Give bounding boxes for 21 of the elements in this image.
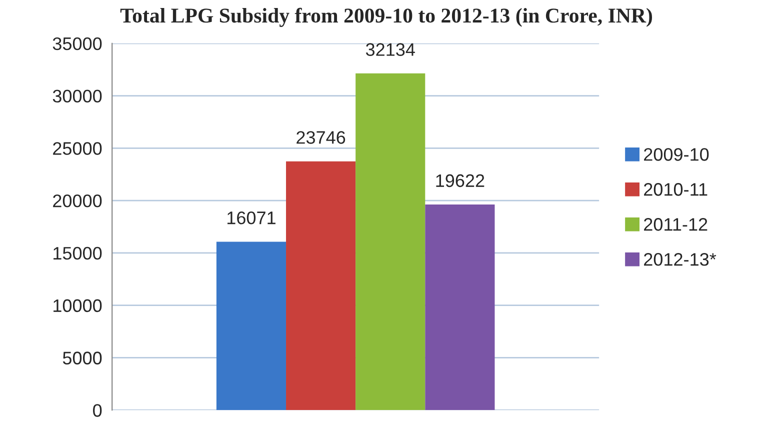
data-label: 16071 — [228, 211, 276, 224]
y-tick-label: 35000 — [52, 37, 102, 50]
data-label: 23746 — [296, 131, 346, 144]
y-tick-label: 5000 — [62, 352, 102, 364]
bar — [425, 204, 495, 410]
bar — [356, 73, 426, 410]
bar — [286, 161, 356, 410]
chart-title: Total LPG Subsidy from 2009-10 to 2012-13 (in Crore, INR) — [120, 8, 652, 27]
legend-label: 2012-13* — [644, 253, 716, 266]
legend-label: 2011-12 — [644, 218, 708, 231]
y-tick-label: 25000 — [53, 142, 102, 155]
bar — [216, 242, 286, 410]
data-label: 19622 — [436, 174, 484, 188]
legend-label: 2010-11 — [644, 183, 708, 196]
y-tick-label: 15000 — [54, 246, 102, 260]
legend-label: 2009-10 — [644, 148, 709, 161]
y-tick-label: 10000 — [54, 299, 102, 312]
y-tick-label: 0 — [93, 404, 102, 417]
y-tick-label: 30000 — [52, 90, 102, 103]
y-tick-label: 20000 — [53, 194, 102, 208]
data-label: 32134 — [366, 43, 415, 56]
